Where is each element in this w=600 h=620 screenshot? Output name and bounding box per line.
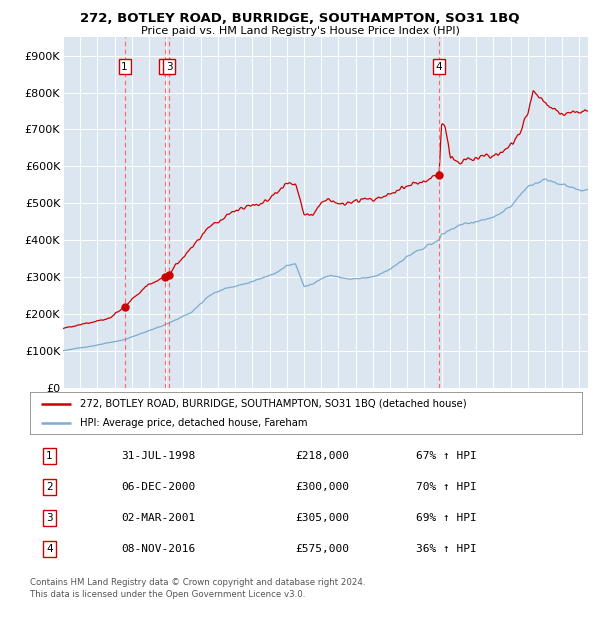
Text: HPI: Average price, detached house, Fareham: HPI: Average price, detached house, Fare… [80, 418, 307, 428]
Text: 31-JUL-1998: 31-JUL-1998 [121, 451, 196, 461]
Text: 2: 2 [46, 482, 53, 492]
Text: 4: 4 [436, 62, 442, 72]
Text: 1: 1 [46, 451, 53, 461]
Text: 08-NOV-2016: 08-NOV-2016 [121, 544, 196, 554]
Text: This data is licensed under the Open Government Licence v3.0.: This data is licensed under the Open Gov… [30, 590, 305, 600]
Text: 70% ↑ HPI: 70% ↑ HPI [416, 482, 477, 492]
Text: £218,000: £218,000 [295, 451, 349, 461]
Text: £575,000: £575,000 [295, 544, 349, 554]
Text: Price paid vs. HM Land Registry's House Price Index (HPI): Price paid vs. HM Land Registry's House … [140, 26, 460, 36]
Text: 36% ↑ HPI: 36% ↑ HPI [416, 544, 477, 554]
Text: 3: 3 [166, 62, 173, 72]
Text: 2: 2 [161, 62, 168, 72]
Text: 3: 3 [46, 513, 53, 523]
Text: 1: 1 [121, 62, 128, 72]
Text: 4: 4 [46, 544, 53, 554]
Text: Contains HM Land Registry data © Crown copyright and database right 2024.: Contains HM Land Registry data © Crown c… [30, 578, 365, 587]
Text: 67% ↑ HPI: 67% ↑ HPI [416, 451, 477, 461]
Text: 272, BOTLEY ROAD, BURRIDGE, SOUTHAMPTON, SO31 1BQ (detached house): 272, BOTLEY ROAD, BURRIDGE, SOUTHAMPTON,… [80, 399, 466, 409]
Text: 272, BOTLEY ROAD, BURRIDGE, SOUTHAMPTON, SO31 1BQ: 272, BOTLEY ROAD, BURRIDGE, SOUTHAMPTON,… [80, 12, 520, 25]
Text: £305,000: £305,000 [295, 513, 349, 523]
Text: £300,000: £300,000 [295, 482, 349, 492]
Text: 06-DEC-2000: 06-DEC-2000 [121, 482, 196, 492]
Text: 02-MAR-2001: 02-MAR-2001 [121, 513, 196, 523]
Text: 69% ↑ HPI: 69% ↑ HPI [416, 513, 477, 523]
